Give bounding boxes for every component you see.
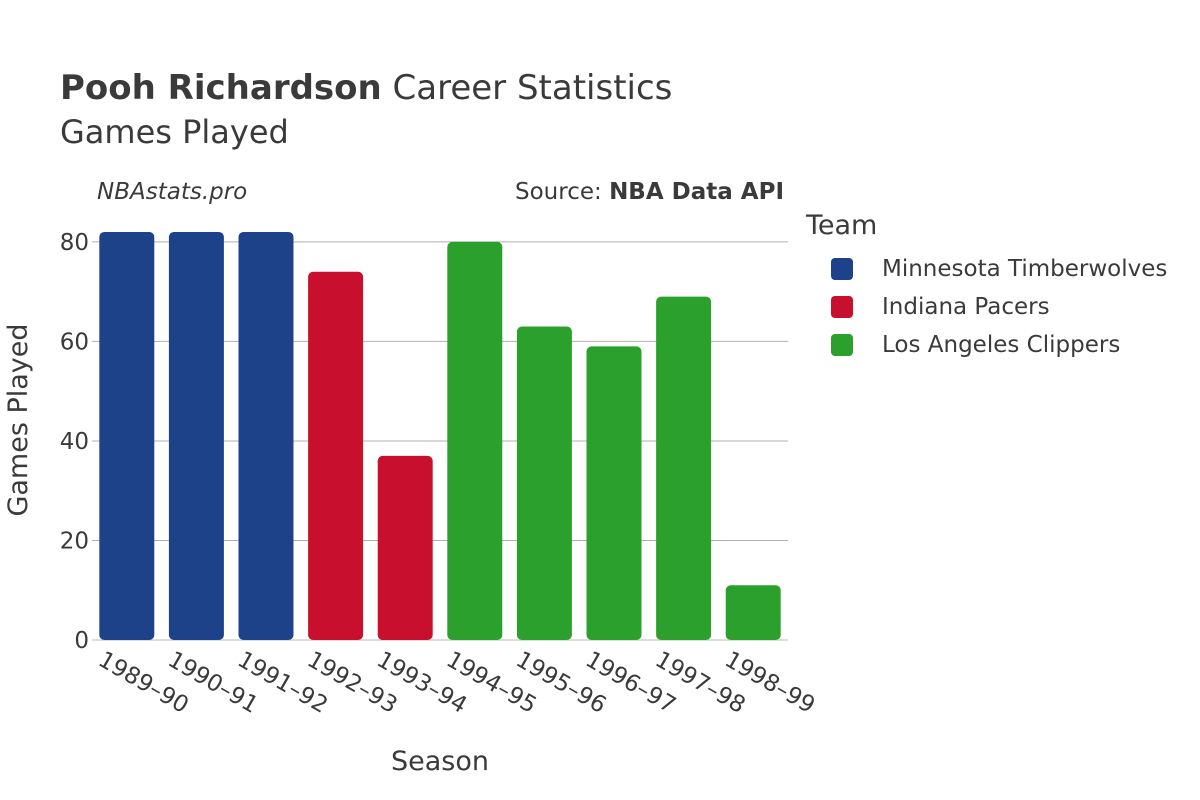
legend-swatch-minnesota	[831, 258, 853, 280]
watermark: NBAstats.pro	[97, 179, 248, 205]
bar[interactable]	[516, 326, 572, 641]
legend-label: Indiana Pacers	[882, 294, 1050, 320]
y-axis-label: Games Played	[3, 323, 34, 516]
chart-title: Pooh Richardson Career Statistics	[60, 66, 672, 110]
legend-swatch-indiana	[831, 296, 853, 318]
y-tick-label: 40	[60, 429, 89, 455]
bar[interactable]	[586, 346, 642, 640]
y-tick-label: 20	[60, 528, 89, 554]
legend-label: Minnesota Timberwolves	[882, 256, 1168, 282]
legend-swatch-clippers	[831, 334, 853, 356]
bar[interactable]	[238, 231, 294, 640]
x-axis-label: Season	[391, 746, 489, 777]
y-tick-label: 60	[60, 329, 89, 355]
bar[interactable]	[168, 231, 224, 640]
legend-label: Los Angeles Clippers	[882, 332, 1121, 358]
bar[interactable]	[308, 271, 364, 640]
y-tick-label: 80	[60, 230, 89, 256]
legend-title: Team	[806, 210, 878, 241]
bar[interactable]	[377, 455, 433, 640]
source-prefix: Source:	[515, 179, 610, 205]
y-tick-label: 0	[74, 628, 89, 654]
source-name: NBA Data API	[609, 179, 784, 205]
player-name: Pooh Richardson	[60, 68, 382, 108]
chart-subtitle: Games Played	[60, 113, 289, 151]
legend-item-indiana[interactable]: Indiana Pacers	[806, 288, 1167, 326]
x-tick-labels: 1989–901990–911991–921992–931993–941994–…	[94, 647, 819, 719]
legend: Team Minnesota Timberwolves Indiana Pace…	[806, 208, 1167, 364]
legend-item-clippers[interactable]: Los Angeles Clippers	[806, 326, 1167, 364]
bar[interactable]	[99, 231, 155, 640]
y-tick-labels: 0 20 40 60 80	[60, 230, 89, 654]
bar[interactable]	[725, 585, 781, 640]
bars	[99, 231, 781, 641]
bar[interactable]	[447, 241, 503, 640]
legend-item-minnesota[interactable]: Minnesota Timberwolves	[806, 250, 1167, 288]
source-credit: Source: NBA Data API	[515, 176, 784, 208]
title-suffix: Career Statistics	[381, 68, 673, 108]
bar[interactable]	[656, 296, 712, 640]
